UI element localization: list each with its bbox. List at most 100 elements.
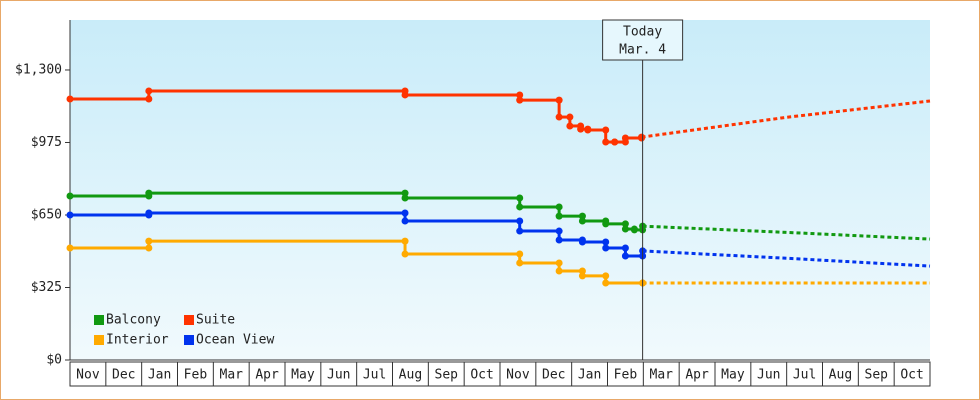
today-box <box>602 19 684 61</box>
marker <box>145 237 153 245</box>
y-tick-label: $1,300 <box>15 62 62 77</box>
marker <box>602 126 610 134</box>
x-tick-label: Oct <box>470 368 493 383</box>
marker <box>578 267 586 275</box>
marker <box>145 209 153 217</box>
legend-label: Ocean View <box>196 333 274 348</box>
marker <box>555 267 563 275</box>
marker <box>516 259 524 267</box>
marker <box>566 122 574 130</box>
marker <box>555 96 563 104</box>
x-tick-label: Apr <box>255 368 279 383</box>
marker <box>621 220 629 228</box>
marker <box>555 203 563 211</box>
x-tick-label: Sep <box>435 368 459 383</box>
marker <box>602 220 610 228</box>
marker <box>401 194 409 202</box>
marker <box>578 272 586 280</box>
marker <box>555 113 563 121</box>
marker <box>145 87 153 95</box>
marker <box>621 134 629 142</box>
marker <box>66 192 74 200</box>
legend-label: Interior <box>106 333 169 348</box>
legend-swatch <box>94 335 104 345</box>
marker <box>621 244 629 252</box>
x-tick-label: Jan <box>148 368 171 383</box>
marker <box>584 126 592 134</box>
marker <box>602 138 610 146</box>
marker <box>516 203 524 211</box>
x-tick-label: Mar <box>650 368 674 383</box>
forecast-line <box>642 224 931 241</box>
x-tick-label: Mar <box>220 368 244 383</box>
today-date: Mar. 4 <box>619 43 666 58</box>
x-tick-label: Sep <box>865 368 889 383</box>
marker <box>602 238 610 246</box>
x-tick-label: Jul <box>793 368 816 383</box>
y-tick-label: $325 <box>31 280 62 295</box>
marker <box>555 227 563 235</box>
marker <box>555 259 563 267</box>
x-tick-label: Oct <box>900 368 923 383</box>
marker <box>516 227 524 235</box>
marker <box>578 212 586 220</box>
marker <box>66 95 74 103</box>
x-tick-label: May <box>291 368 315 383</box>
marker <box>555 236 563 244</box>
marker <box>602 244 610 252</box>
marker <box>621 225 629 233</box>
legend-label: Suite <box>196 313 235 328</box>
marker <box>401 189 409 197</box>
x-tick-label: Feb <box>614 368 638 383</box>
marker <box>401 217 409 225</box>
marker <box>516 91 524 99</box>
marker <box>578 238 586 246</box>
legend-swatch <box>184 335 194 345</box>
x-tick-label: Jan <box>578 368 601 383</box>
x-tick-label: Nov <box>506 368 530 383</box>
x-tick-label: Jul <box>363 368 386 383</box>
marker <box>602 272 610 280</box>
marker <box>66 244 74 252</box>
marker <box>555 212 563 220</box>
marker <box>145 189 153 197</box>
y-tick-label: $975 <box>31 135 62 150</box>
x-tick-label: Feb <box>184 368 208 383</box>
x-tick-label: Aug <box>829 368 852 383</box>
marker <box>401 91 409 99</box>
x-tick-label: Dec <box>542 368 565 383</box>
plot-area <box>70 20 930 360</box>
forecast-line <box>642 249 931 268</box>
marker <box>630 226 638 234</box>
marker <box>602 279 610 287</box>
legend-swatch <box>184 315 194 325</box>
x-tick-label: Jun <box>327 368 350 383</box>
marker <box>577 125 585 133</box>
marker <box>516 250 524 258</box>
x-tick-label: Aug <box>399 368 422 383</box>
legend-label: Balcony <box>106 313 161 328</box>
today-label: Today <box>623 25 662 40</box>
marker <box>516 96 524 104</box>
marker <box>145 244 153 252</box>
marker <box>145 95 153 103</box>
y-tick-label: $650 <box>31 207 62 222</box>
marker <box>401 209 409 217</box>
x-tick-label: Apr <box>685 368 709 383</box>
marker <box>611 138 619 146</box>
legend-swatch <box>94 315 104 325</box>
y-tick-label: $0 <box>46 353 62 368</box>
x-tick-label: Jun <box>757 368 780 383</box>
marker <box>578 217 586 225</box>
marker <box>66 211 74 219</box>
marker <box>566 113 574 121</box>
x-tick-label: Nov <box>76 368 100 383</box>
x-tick-label: May <box>721 368 745 383</box>
marker <box>516 217 524 225</box>
marker <box>401 237 409 245</box>
x-tick-label: Dec <box>112 368 135 383</box>
marker <box>401 250 409 258</box>
marker <box>621 252 629 260</box>
marker <box>516 194 524 202</box>
